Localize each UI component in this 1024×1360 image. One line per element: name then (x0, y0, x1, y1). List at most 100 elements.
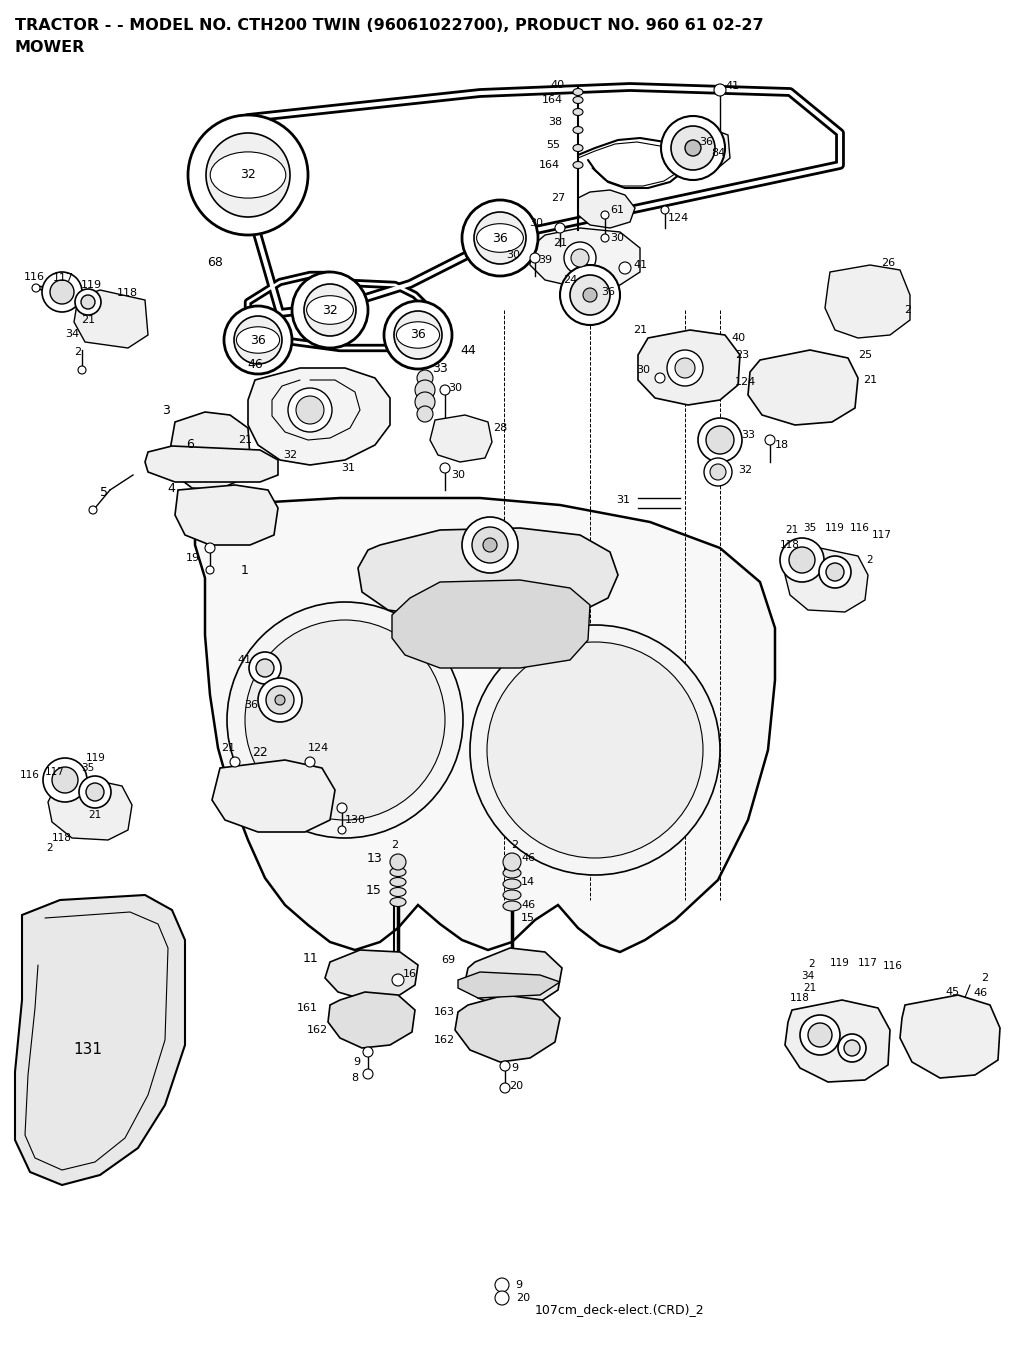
Circle shape (819, 556, 851, 588)
Text: 164: 164 (539, 160, 560, 170)
Circle shape (256, 660, 274, 677)
Text: 68: 68 (207, 256, 223, 268)
Text: TRACTOR - - MODEL NO. CTH200 TWIN (96061022700), PRODUCT NO. 960 61 02-27: TRACTOR - - MODEL NO. CTH200 TWIN (96061… (15, 18, 764, 33)
Text: 107cm_deck-elect.(CRD)_2: 107cm_deck-elect.(CRD)_2 (535, 1303, 705, 1316)
Text: 21: 21 (221, 743, 234, 753)
Circle shape (305, 758, 315, 767)
Polygon shape (785, 1000, 890, 1083)
Circle shape (495, 1278, 509, 1292)
Text: 21: 21 (238, 435, 252, 445)
Text: 9: 9 (353, 1057, 360, 1068)
Ellipse shape (237, 326, 280, 354)
Text: 46: 46 (521, 853, 536, 864)
Text: MOWER: MOWER (15, 39, 85, 54)
Ellipse shape (573, 97, 583, 103)
Polygon shape (170, 412, 250, 490)
Circle shape (245, 620, 445, 820)
Text: 117: 117 (52, 273, 74, 283)
Polygon shape (455, 996, 560, 1062)
Text: 13: 13 (367, 851, 382, 865)
Text: 31: 31 (341, 462, 355, 473)
Circle shape (394, 311, 442, 359)
Polygon shape (248, 369, 390, 465)
Circle shape (292, 272, 368, 348)
Ellipse shape (306, 295, 353, 324)
Circle shape (780, 539, 824, 582)
Ellipse shape (390, 868, 406, 876)
Circle shape (685, 140, 701, 156)
Circle shape (618, 262, 631, 273)
Text: 164: 164 (542, 95, 563, 105)
Circle shape (571, 249, 589, 267)
Circle shape (324, 303, 337, 317)
Circle shape (474, 212, 526, 264)
Circle shape (714, 84, 726, 97)
Circle shape (710, 464, 726, 480)
Circle shape (362, 1047, 373, 1057)
Circle shape (337, 802, 347, 813)
Circle shape (42, 272, 82, 311)
Ellipse shape (390, 898, 406, 907)
Ellipse shape (573, 144, 583, 151)
Circle shape (415, 379, 435, 400)
Text: 3: 3 (162, 404, 170, 416)
Circle shape (249, 651, 281, 684)
Circle shape (705, 458, 732, 486)
Circle shape (304, 284, 356, 336)
Text: 163: 163 (434, 1006, 455, 1017)
Text: 84: 84 (711, 148, 725, 158)
Text: 4: 4 (167, 481, 175, 495)
Polygon shape (458, 972, 560, 998)
Circle shape (583, 288, 597, 302)
Polygon shape (638, 330, 740, 405)
Ellipse shape (573, 109, 583, 116)
Text: 2: 2 (866, 555, 873, 564)
Text: 117: 117 (45, 767, 65, 777)
Circle shape (500, 1061, 510, 1072)
Text: 130: 130 (344, 815, 366, 826)
Circle shape (81, 295, 95, 309)
Text: 22: 22 (252, 745, 268, 759)
Text: 2: 2 (75, 347, 82, 356)
Circle shape (224, 306, 292, 374)
Text: 36: 36 (493, 231, 508, 245)
Text: 2: 2 (47, 843, 53, 853)
Circle shape (706, 426, 734, 454)
Text: 124: 124 (734, 377, 756, 388)
Text: 35: 35 (804, 524, 816, 533)
Text: 119: 119 (825, 524, 845, 533)
Polygon shape (748, 350, 858, 424)
Circle shape (43, 758, 87, 802)
Ellipse shape (573, 88, 583, 95)
Text: 40: 40 (551, 80, 565, 90)
Circle shape (417, 407, 433, 422)
Circle shape (230, 758, 240, 767)
Ellipse shape (503, 879, 521, 889)
Text: 1: 1 (241, 563, 249, 577)
Circle shape (206, 133, 290, 218)
Circle shape (188, 116, 308, 235)
Text: 45: 45 (945, 987, 959, 997)
Text: 46: 46 (973, 987, 987, 998)
Text: 118: 118 (780, 540, 800, 549)
Text: 118: 118 (791, 993, 810, 1004)
Circle shape (440, 385, 450, 394)
Circle shape (32, 284, 40, 292)
Text: 46: 46 (247, 359, 263, 371)
Text: 116: 116 (850, 524, 870, 533)
Circle shape (417, 370, 433, 386)
Text: 162: 162 (434, 1035, 455, 1044)
Ellipse shape (390, 888, 406, 896)
Polygon shape (358, 528, 618, 617)
Polygon shape (325, 951, 418, 1000)
Circle shape (206, 566, 214, 574)
Ellipse shape (476, 223, 523, 253)
Ellipse shape (396, 322, 439, 348)
Polygon shape (175, 486, 278, 545)
Text: 2: 2 (511, 840, 518, 850)
Circle shape (412, 329, 424, 341)
Circle shape (392, 974, 404, 986)
Text: 20: 20 (509, 1081, 523, 1091)
Circle shape (662, 116, 725, 180)
Polygon shape (15, 895, 185, 1185)
